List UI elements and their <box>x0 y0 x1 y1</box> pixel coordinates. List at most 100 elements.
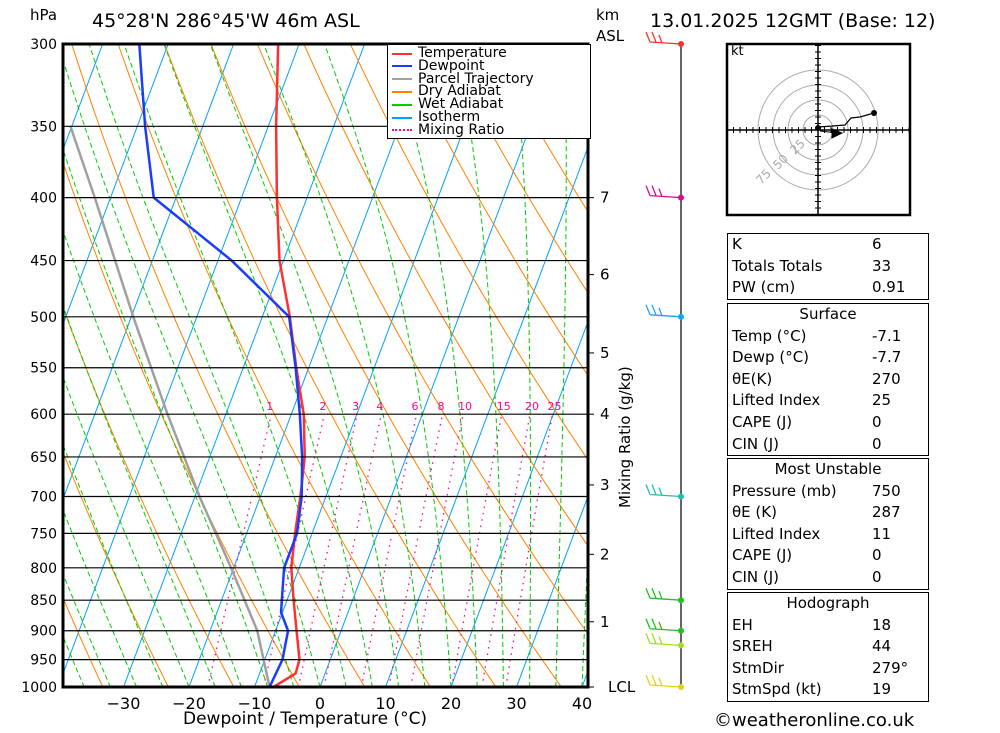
index-label: Totals Totals <box>732 256 823 275</box>
temperature-tick-label: 30 <box>506 694 526 713</box>
pressure-tick-label: 400 <box>30 191 57 207</box>
temperature-tick-label: 40 <box>572 694 592 713</box>
dry-adiabat-line <box>303 44 588 547</box>
row-value: 0 <box>872 546 882 565</box>
hpa-label: hPa <box>30 6 58 24</box>
dry-adiabat-line <box>210 44 562 687</box>
legend-item: Isotherm <box>392 109 481 125</box>
mixing-ratio-label: 15 <box>497 400 511 413</box>
table-row: CAPE (J) 0 <box>728 412 928 434</box>
row-value: 11 <box>872 524 892 543</box>
wind-barb-icon <box>645 633 682 647</box>
wind-barb-icon <box>645 304 682 318</box>
mixing-ratio-label: 3 <box>352 400 359 413</box>
km-tick-label: 5 <box>600 344 610 362</box>
index-row: PW (cm) 0.91 <box>728 277 928 299</box>
wet-adiabat-line <box>123 44 347 687</box>
mixing-ratio-line <box>388 414 444 687</box>
mixing-ratio-line <box>323 414 382 687</box>
isotherm-line <box>63 44 300 676</box>
pressure-tick-label: 450 <box>30 254 57 270</box>
km-label: km <box>596 6 620 24</box>
dry-adiabat-line <box>349 44 588 461</box>
wet-adiabat-line <box>63 508 138 687</box>
row-value: 18 <box>872 615 892 634</box>
dry-adiabat-line <box>71 44 366 687</box>
row-value: 0 <box>872 567 882 586</box>
pressure-tick-label: 750 <box>30 526 57 542</box>
index-value: 0.91 <box>872 278 906 297</box>
table-title: Surface <box>799 305 857 323</box>
dry-adiabat-line <box>396 44 588 377</box>
wind-barb-icon <box>645 674 682 688</box>
table-row: Pressure (mb) 750 <box>728 481 928 503</box>
temperature-tick-label: −20 <box>172 694 206 713</box>
row-value: 279° <box>872 658 909 677</box>
table-row: CIN (J) 0 <box>728 567 928 589</box>
temperature-tick-label: −10 <box>238 694 272 713</box>
parcel-trajectory-line <box>69 125 271 687</box>
row-value: 19 <box>872 680 892 699</box>
most-unstable-table: Most Unstable Pressure (mb) 750 θE (K) 287 Li… <box>727 458 929 590</box>
wet-adiabat-line <box>581 538 588 687</box>
storm-motion-arrow-icon <box>819 128 844 139</box>
index-label: PW (cm) <box>732 278 796 297</box>
row-label: CIN (J) <box>732 567 780 586</box>
wind-barb-icon <box>645 185 682 199</box>
row-value: 25 <box>872 391 892 410</box>
mixing-ratio-line <box>263 414 325 687</box>
pressure-tick-label: 350 <box>30 119 57 135</box>
legend-item: Mixing Ratio <box>392 123 504 137</box>
dry-adiabat-line <box>256 44 588 635</box>
surface-table: Surface Temp (°C) -7.1 Dewp (°C) -7.7 θE(K) 27… <box>727 303 929 457</box>
row-label: StmDir <box>732 658 784 677</box>
isotherm-line <box>63 44 169 326</box>
row-label: Temp (°C) <box>732 326 807 345</box>
legend-item: Dry Adiabat <box>392 83 501 100</box>
legend-label: Temperature <box>418 45 507 61</box>
wind-barb-icon <box>645 31 682 45</box>
mixing-ratio-axis-label: Mixing Ratio (g/kg) <box>616 366 634 508</box>
pressure-tick-label: 950 <box>30 653 57 669</box>
legend-label: Dewpoint <box>418 57 485 74</box>
hodograph-point <box>815 125 821 131</box>
table-row: Lifted Index 11 <box>728 524 928 546</box>
legend-label: Wet Adiabat <box>418 96 504 113</box>
km-tick-label: 2 <box>600 545 610 563</box>
km-tick-label: 1 <box>600 613 610 631</box>
hodograph-point <box>871 110 877 116</box>
table-title: Most Unstable <box>774 460 882 478</box>
km-tick-label: 3 <box>600 476 610 494</box>
row-label: Pressure (mb) <box>732 481 837 500</box>
wind-barb-icon <box>645 587 682 601</box>
legend-item: Parcel Trajectory <box>392 72 534 86</box>
legend-swatch <box>392 116 412 119</box>
wet-adiabat-line <box>324 44 452 687</box>
row-label: EH <box>732 615 753 634</box>
wet-adiabat-line <box>513 44 532 687</box>
legend-label: Isotherm <box>418 109 481 125</box>
legend-label: Dry Adiabat <box>418 83 501 100</box>
temperature-tick-label: 0 <box>315 694 325 713</box>
pressure-tick-label: 300 <box>30 37 57 53</box>
row-value: 287 <box>872 503 901 522</box>
hodograph-trace <box>817 112 875 128</box>
temperature-tick-label: 10 <box>375 694 395 713</box>
isotherm-line <box>516 494 588 687</box>
row-label: SREH <box>732 637 773 656</box>
location-title: 45°28'N 286°45'W 46m ASL <box>92 10 360 32</box>
dry-adiabat-line <box>164 44 497 687</box>
temperature-tick-label: 20 <box>441 694 461 713</box>
table-row: Dewp (°C) -7.7 <box>728 347 928 369</box>
legend-swatch <box>392 52 412 55</box>
row-value: 750 <box>872 481 901 500</box>
row-value: -7.7 <box>872 348 902 367</box>
table-row: CIN (J) 0 <box>728 434 928 456</box>
pressure-tick-label: 600 <box>30 407 57 423</box>
index-value: 6 <box>872 235 882 253</box>
mixing-ratio-label: 1 <box>266 400 273 413</box>
